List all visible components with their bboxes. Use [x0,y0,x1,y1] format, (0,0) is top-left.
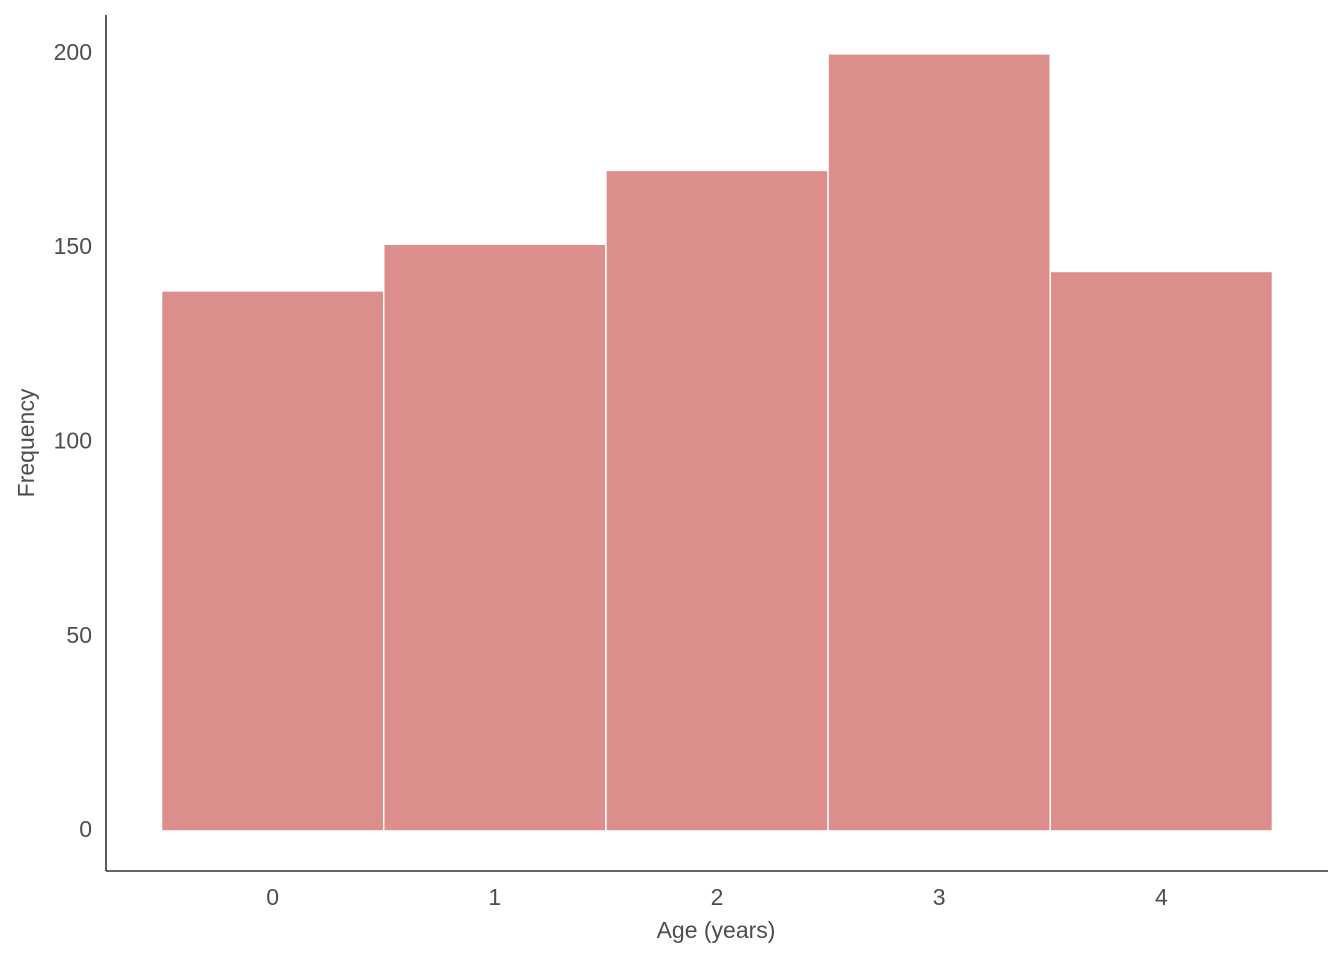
x-tick-label: 0 [266,884,279,910]
x-tick-label: 2 [711,884,724,910]
bar [605,169,829,832]
y-tick-label: 200 [54,39,92,65]
x-axis-label: Age (years) [657,917,776,943]
bar [382,243,607,832]
y-tick-label: 50 [66,622,92,648]
y-tick-label: 0 [79,816,92,842]
y-tick-label: 150 [54,233,92,259]
bar [827,53,1052,832]
y-axis-label: Frequency [13,388,39,497]
bar [1049,270,1274,832]
y-tick-label: 100 [54,427,92,453]
x-tick-label: 4 [1155,884,1168,910]
bar [160,290,385,832]
x-tick-label: 3 [933,884,946,910]
x-tick-label: 1 [488,884,501,910]
